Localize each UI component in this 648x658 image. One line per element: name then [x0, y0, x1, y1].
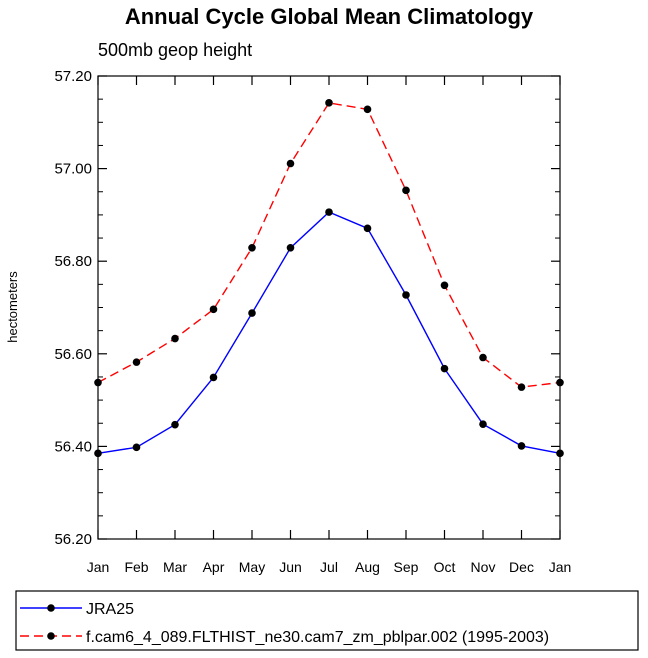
x-tick-label: May	[239, 559, 265, 575]
series-0-point	[556, 449, 564, 458]
series-line-1	[97, 102, 561, 388]
series-0-point	[286, 243, 295, 252]
y-tick-label: 57.20	[54, 68, 92, 85]
legend-label-1: f.cam6_4_089.FLTHIST_ne30.cam7_zm_pblpar…	[86, 629, 549, 646]
chart-title: Annual Cycle Global Mean Climatology	[125, 4, 534, 29]
series-1-point	[517, 383, 526, 391]
y-tick-label: 56.80	[54, 253, 92, 270]
x-tick-label: Aug	[355, 559, 380, 575]
series-1-point	[94, 378, 102, 387]
plot-frame	[97, 75, 561, 540]
series-1-point	[556, 378, 564, 387]
y-tick-label: 56.20	[54, 531, 92, 548]
x-tick-label: Oct	[434, 559, 456, 575]
series-0-point	[517, 442, 526, 450]
y-tick-label: 57.00	[54, 161, 92, 178]
chart-subtitle: 500mb geop height	[98, 40, 252, 60]
series-0-point	[94, 449, 102, 458]
series-0-point	[325, 208, 333, 216]
series-1-point	[440, 281, 449, 290]
series-0-point	[440, 364, 449, 373]
x-tick-label: Jul	[320, 559, 338, 575]
y-tick-label: 56.40	[54, 438, 92, 455]
legend-marker-0	[47, 604, 55, 612]
x-tick-label: Nov	[471, 559, 496, 575]
x-axis-ticks: Jan Feb Mar Apr May Jun Jul Aug Sep Oct Nov Dec Jan	[87, 76, 572, 575]
y-axis-ticks: 56.20 56.40 56.60 56.80 57.00 57.20	[54, 68, 560, 548]
series-1-point	[363, 105, 372, 114]
series-0-point	[209, 373, 218, 382]
y-tick-label: 56.60	[54, 346, 92, 363]
legend-box	[15, 590, 639, 651]
series-1-point	[402, 186, 410, 195]
x-tick-label: Apr	[203, 559, 225, 575]
series-layer	[94, 99, 564, 458]
series-0-point	[248, 309, 256, 317]
y-axis-label: hectometers	[5, 271, 20, 343]
x-tick-label: Jan	[549, 559, 572, 575]
x-tick-label: Jan	[87, 559, 110, 575]
x-tick-label: Dec	[509, 559, 534, 575]
series-1-point	[286, 159, 295, 168]
x-tick-label: Feb	[124, 559, 148, 575]
series-1-point	[171, 334, 179, 343]
legend-marker-1	[47, 632, 55, 640]
legend: JRA25 f.cam6_4_089.FLTHIST_ne30.cam7_zm_p…	[20, 601, 549, 646]
series-1-point	[479, 353, 487, 362]
series-1-point	[248, 243, 256, 252]
x-tick-label: Jun	[279, 559, 302, 575]
legend-label-0: JRA25	[86, 601, 134, 618]
series-1-point	[132, 358, 141, 366]
series-line-0	[97, 211, 561, 454]
series-1-point	[209, 305, 218, 314]
series-0-point	[479, 420, 487, 428]
series-1-point	[325, 99, 333, 107]
series-0-point	[171, 420, 179, 429]
series-0-point	[363, 224, 372, 233]
x-tick-label: Mar	[163, 559, 187, 575]
x-tick-label: Sep	[394, 559, 419, 575]
series-0-point	[402, 291, 410, 299]
series-0-point	[132, 443, 141, 452]
